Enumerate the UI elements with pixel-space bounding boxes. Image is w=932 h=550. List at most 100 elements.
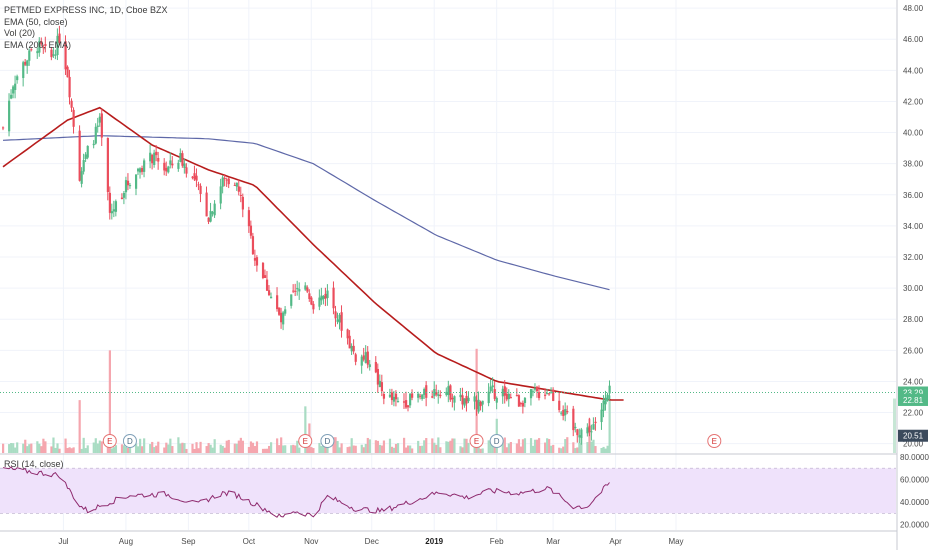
candle xyxy=(185,167,188,174)
volume-bar xyxy=(423,440,426,453)
candle xyxy=(2,127,5,129)
volume-bar xyxy=(163,447,166,453)
event-label: E xyxy=(712,437,717,446)
candle xyxy=(354,354,357,362)
candle xyxy=(110,211,114,214)
volume-bar xyxy=(167,444,170,453)
time-tick-label: Nov xyxy=(304,537,318,546)
candle xyxy=(44,44,47,46)
candle xyxy=(241,196,244,210)
candle xyxy=(334,311,337,319)
volume-bar xyxy=(324,444,327,453)
candle xyxy=(312,303,315,310)
candle xyxy=(507,393,510,400)
volume-bar xyxy=(290,445,293,453)
dividend-marker xyxy=(320,434,335,448)
volume-bar xyxy=(364,443,367,453)
candle xyxy=(380,382,384,392)
candle xyxy=(338,314,341,323)
volume-bar xyxy=(40,446,43,453)
volume-bar xyxy=(267,445,271,453)
candle xyxy=(14,83,17,90)
candle xyxy=(447,386,450,396)
candle xyxy=(489,386,492,392)
candle xyxy=(296,287,299,290)
volume-bar xyxy=(50,446,53,453)
candle xyxy=(481,400,484,405)
volume-bar xyxy=(183,443,186,453)
candle xyxy=(509,397,512,399)
volume-bar xyxy=(120,444,124,453)
candle xyxy=(475,400,478,410)
volume-bar xyxy=(519,446,523,453)
rsi-tick-label: 40.0000 xyxy=(900,498,929,507)
candle xyxy=(340,312,343,331)
price-tick-label: 32.00 xyxy=(903,253,924,262)
volume-bar xyxy=(501,440,504,453)
candle xyxy=(382,394,386,399)
ema200-legend: EMA (200, EMA) xyxy=(4,39,72,50)
volume-bar xyxy=(602,446,605,453)
volume-bars xyxy=(2,348,611,453)
volume-bar xyxy=(227,439,230,453)
chart-legend: PETMED EXPRESS INC, 1D, Cboe BZX EMA (50… xyxy=(4,5,168,51)
candle xyxy=(199,185,202,194)
volume-bar xyxy=(322,441,325,453)
time-tick-label: May xyxy=(668,537,683,546)
volume-bar xyxy=(312,448,315,453)
volume-bar xyxy=(296,440,299,453)
volume-bar xyxy=(94,438,97,453)
candle xyxy=(278,307,281,315)
volume-bar xyxy=(284,445,287,453)
volume-bar xyxy=(223,447,226,453)
candle xyxy=(153,152,156,165)
candle xyxy=(292,290,295,292)
volume-bar xyxy=(205,446,208,453)
volume-bar xyxy=(467,442,470,453)
candle xyxy=(487,391,490,404)
candle xyxy=(523,397,527,404)
candle xyxy=(28,50,31,61)
volume-bar xyxy=(263,448,267,453)
volume-bar xyxy=(606,445,609,453)
volume-bar xyxy=(445,441,448,453)
volume-bar xyxy=(36,441,39,453)
event-label: E xyxy=(107,437,112,446)
event-label: E xyxy=(303,437,308,446)
time-tick-label: 2019 xyxy=(425,537,443,546)
volume-bar xyxy=(352,445,355,453)
price-tick-label: 20.00 xyxy=(903,440,924,449)
volume-bar xyxy=(465,438,468,453)
candle xyxy=(535,386,539,392)
candle xyxy=(594,421,597,424)
candle xyxy=(96,125,99,127)
volume-bar xyxy=(578,443,581,453)
volume-bar xyxy=(390,446,394,453)
candle xyxy=(24,61,27,65)
candle xyxy=(143,160,146,172)
candle xyxy=(529,389,533,399)
volume-bar xyxy=(16,442,19,453)
volume-bar xyxy=(437,437,440,453)
rsi-band xyxy=(0,468,896,514)
price-axis: 48.00 46.00 44.00 42.00 40.00 38.00 36.00 34.00… xyxy=(893,4,929,529)
price-tick-label: 36.00 xyxy=(903,191,924,200)
volume-bar xyxy=(124,446,128,453)
candle xyxy=(477,399,480,412)
volume-bar xyxy=(265,448,269,453)
volume-bar xyxy=(433,442,436,453)
volume-bar xyxy=(572,442,575,453)
volume-bar xyxy=(100,441,103,453)
volume-bar xyxy=(304,406,307,453)
candle xyxy=(461,395,464,405)
volume-bar xyxy=(292,444,295,453)
candle xyxy=(586,427,589,434)
volume-bar xyxy=(96,443,99,453)
volume-bar xyxy=(247,446,251,453)
candle xyxy=(576,429,579,436)
candle xyxy=(459,394,462,398)
volume-bar xyxy=(54,447,57,453)
candle xyxy=(501,388,504,397)
candle xyxy=(425,385,428,398)
